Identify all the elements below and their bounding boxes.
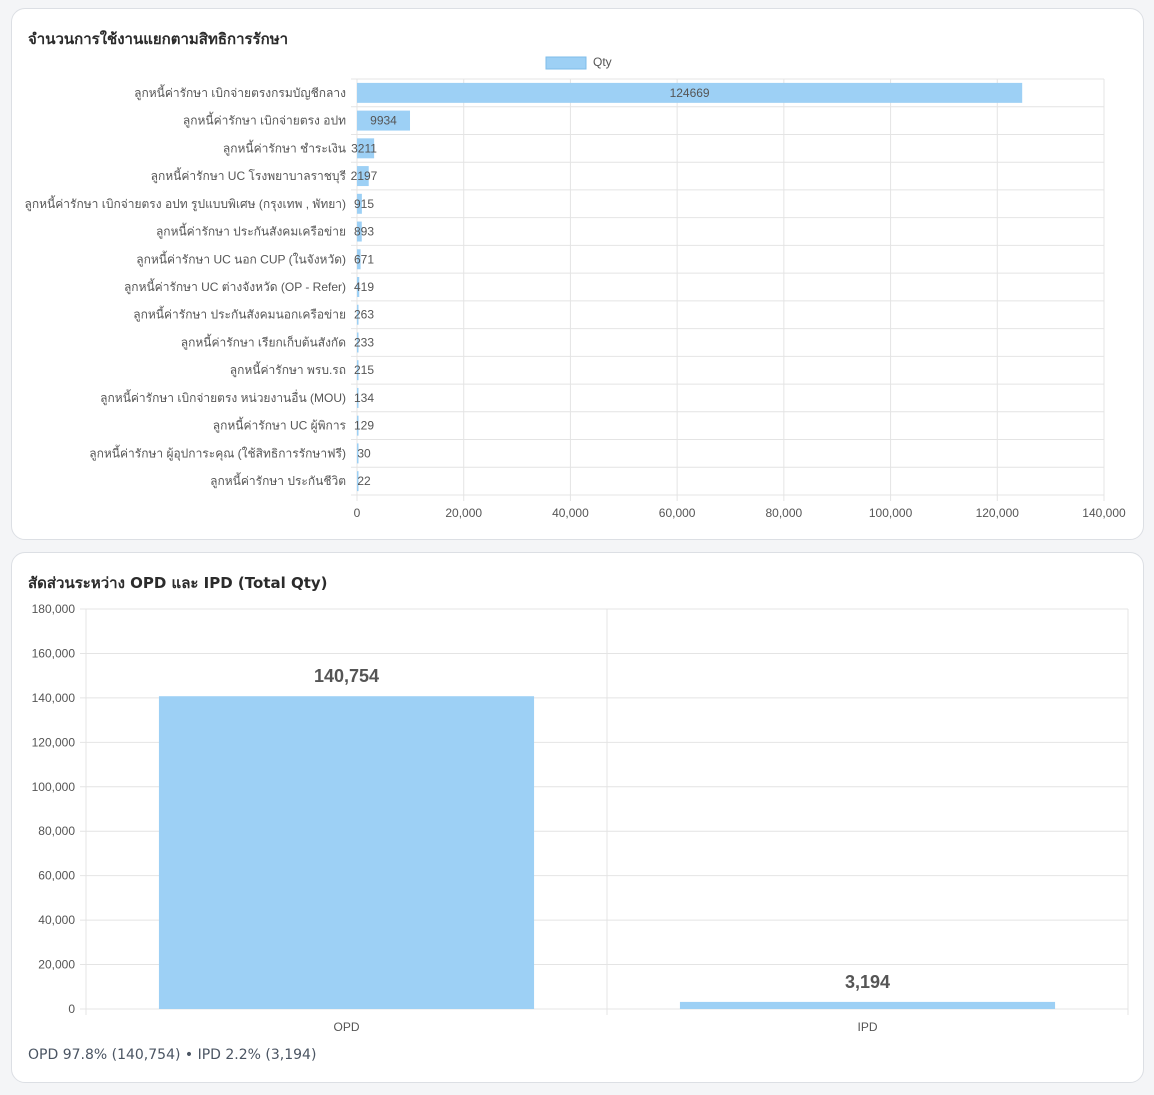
opd-ipd-title: สัดส่วนระหว่าง OPD และ IPD (Total Qty) bbox=[28, 574, 328, 592]
bar bbox=[357, 166, 369, 187]
rights-usage-chart: Qty 0 20,000 40,000 60,000 80,000 100,000 120,0… bbox=[25, 55, 1126, 520]
rights-usage-card: จำนวนการใช้งานแยกตามสิทธิการรักษา Qty 0 20… bbox=[11, 8, 1144, 540]
rights-usage-title: จำนวนการใช้งานแยกตามสิทธิการรักษา bbox=[28, 30, 289, 48]
x-tick-label: 0 bbox=[354, 506, 361, 520]
y-tick-label: 20,000 bbox=[38, 958, 75, 972]
x-tick-label: 20,000 bbox=[445, 506, 482, 520]
bar bbox=[357, 415, 359, 436]
bar-value-label: 9934 bbox=[370, 114, 397, 128]
y-tick-label: 160,000 bbox=[32, 646, 76, 660]
category-label: ลูกหนี้ค่ารักษา เรียกเก็บต้นสังกัด bbox=[181, 333, 346, 350]
y-tick-label: 140,000 bbox=[32, 691, 76, 705]
category-label: ลูกหนี้ค่ารักษา เบิกจ่ายตรง อปท bbox=[183, 112, 346, 129]
bar-value-label: 893 bbox=[354, 225, 374, 239]
y-tick-label: 0 bbox=[68, 1002, 75, 1016]
opd-ipd-chart: 0 20,000 40,000 60,000 80,000 100,000 120,000 1… bbox=[32, 602, 1129, 1034]
x-tick-label: 140,000 bbox=[1082, 506, 1126, 520]
y-tick-label: 100,000 bbox=[32, 780, 76, 794]
x-tick-label: 40,000 bbox=[552, 506, 589, 520]
legend-label: Qty bbox=[593, 55, 612, 69]
opd-ipd-summary: OPD 97.8% (140,754) • IPD 2.2% (3,194) bbox=[28, 1047, 317, 1063]
bar bbox=[357, 304, 359, 325]
bar-value-label: 2197 bbox=[351, 169, 378, 183]
opd-ipd-card: สัดส่วนระหว่าง OPD และ IPD (Total Qty) 0… bbox=[11, 552, 1144, 1083]
x-tick-label: 120,000 bbox=[976, 506, 1020, 520]
bar-value-label: 419 bbox=[354, 280, 374, 294]
category-label: IPD bbox=[857, 1020, 877, 1034]
bar bbox=[357, 249, 361, 270]
category-label: ลูกหนี้ค่ารักษา ชำระเงิน bbox=[223, 139, 346, 156]
bar bbox=[357, 277, 360, 297]
category-label: ลูกหนี้ค่ารักษา เบิกจ่ายตรง อปท รูปแบบพิ… bbox=[25, 195, 346, 212]
bar bbox=[679, 1001, 1056, 1009]
bar bbox=[357, 471, 359, 492]
bar bbox=[357, 221, 362, 242]
x-tick-label: 80,000 bbox=[766, 506, 803, 520]
bar-value-label: 3211 bbox=[351, 141, 377, 155]
bar-value-label: 3,194 bbox=[845, 972, 890, 992]
x-tick-label: 100,000 bbox=[869, 506, 913, 520]
bar-value-label: 124669 bbox=[670, 86, 710, 100]
category-label: ลูกหนี้ค่ารักษา UC นอก CUP (ในจังหวัด) bbox=[136, 250, 346, 267]
bar-value-label: 263 bbox=[354, 308, 374, 322]
category-label: ลูกหนี้ค่ารักษา ผู้อุปการะคุณ (ใช้สิทธิก… bbox=[89, 444, 346, 461]
bar bbox=[357, 193, 362, 214]
bar bbox=[158, 696, 535, 1009]
category-label: ลูกหนี้ค่ารักษา เบิกจ่ายตรงกรมบัญชีกลาง bbox=[134, 84, 346, 101]
y-tick-label: 80,000 bbox=[38, 824, 75, 838]
y-tick-label: 40,000 bbox=[38, 913, 75, 927]
category-label: ลูกหนี้ค่ารักษา UC ผู้พิการ bbox=[213, 417, 347, 434]
bar-value-label: 129 bbox=[354, 419, 374, 433]
bar bbox=[357, 82, 1023, 103]
bar-value-label: 215 bbox=[354, 363, 374, 377]
bar bbox=[357, 387, 359, 408]
bar bbox=[357, 332, 359, 353]
bar-value-label: 22 bbox=[357, 474, 371, 488]
x-tick-label: 60,000 bbox=[659, 506, 696, 520]
bar-value-label: 30 bbox=[357, 446, 371, 460]
y-tick-label: 180,000 bbox=[32, 602, 76, 616]
bar bbox=[357, 360, 359, 381]
category-label: ลูกหนี้ค่ารักษา ประกันสังคมนอกเครือข่าย bbox=[133, 306, 346, 323]
bar-value-label: 140,754 bbox=[314, 666, 379, 686]
y-tick-label: 60,000 bbox=[38, 869, 75, 883]
bar bbox=[357, 138, 375, 159]
category-label: ลูกหนี้ค่ารักษา ประกันชีวิต bbox=[210, 472, 346, 489]
category-label: ลูกหนี้ค่ารักษา เบิกจ่ายตรง หน่วยงานอื่น… bbox=[100, 389, 346, 406]
legend-swatch bbox=[545, 56, 587, 70]
category-label: ลูกหนี้ค่ารักษา UC โรงพยาบาลราชบุรี bbox=[151, 167, 347, 184]
category-label: ลูกหนี้ค่ารักษา ประกันสังคมเครือข่าย bbox=[156, 223, 346, 240]
y-tick-label: 120,000 bbox=[32, 735, 76, 749]
bar-value-label: 671 bbox=[354, 252, 374, 266]
category-label: OPD bbox=[333, 1020, 359, 1034]
category-label: ลูกหนี้ค่ารักษา พรบ.รถ bbox=[230, 361, 346, 378]
bar bbox=[357, 110, 411, 131]
bar-value-label: 134 bbox=[354, 391, 374, 405]
bar-value-label: 915 bbox=[354, 197, 374, 211]
bar bbox=[357, 443, 359, 464]
category-label: ลูกหนี้ค่ารักษา UC ต่างจังหวัด (OP - Ref… bbox=[124, 278, 346, 295]
bar-value-label: 233 bbox=[354, 335, 374, 349]
